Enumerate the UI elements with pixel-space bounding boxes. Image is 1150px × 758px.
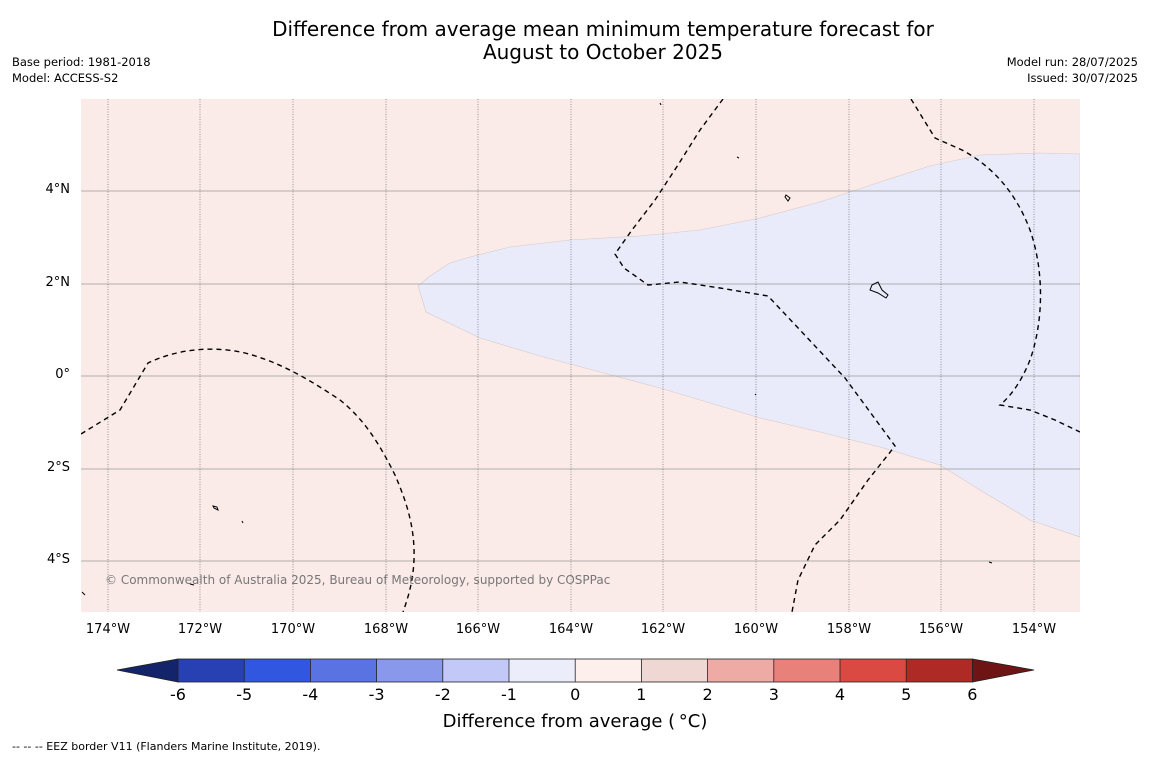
eez-legend-note: -- -- -- EEZ border V11 (Flanders Marine… bbox=[12, 740, 321, 753]
colorbar-segment bbox=[641, 659, 708, 682]
lat-label-2s: 2°S bbox=[46, 460, 70, 475]
island-8 bbox=[736, 156, 740, 159]
eez-borders bbox=[81, 99, 1080, 612]
colorbar-tick: 5 bbox=[901, 685, 912, 704]
lon-label-158w: 158°W bbox=[826, 622, 872, 637]
colorbar bbox=[116, 658, 1035, 683]
island-7 bbox=[659, 102, 662, 106]
lon-label-164w: 164°W bbox=[548, 622, 594, 637]
lat-label-4s: 4°S bbox=[46, 552, 70, 567]
lon-label-172w: 172°W bbox=[177, 622, 223, 637]
colorbar-segment bbox=[310, 659, 377, 682]
map-title-line1: Difference from average mean minimum tem… bbox=[272, 17, 934, 41]
meta-left: Base period: 1981-2018 Model: ACCESS-S2 bbox=[12, 54, 151, 86]
model-run: Model run: 28/07/2025 bbox=[1006, 55, 1138, 69]
colorbar-label: Difference from average ( °C) bbox=[442, 711, 708, 732]
meta-right: Model run: 28/07/2025 Issued: 30/07/2025 bbox=[1007, 54, 1138, 86]
island-2 bbox=[869, 281, 889, 299]
colorbar-segment bbox=[178, 659, 245, 682]
lon-label-166w: 166°W bbox=[455, 622, 501, 637]
colorbar-tick: 3 bbox=[768, 685, 779, 704]
colorbar-segment bbox=[244, 659, 311, 682]
colorbar-tick: -6 bbox=[170, 685, 186, 704]
issued-date: Issued: 30/07/2025 bbox=[1027, 71, 1138, 85]
colorbar-tick: -3 bbox=[368, 685, 385, 704]
lon-label-154w: 154°W bbox=[1011, 622, 1057, 637]
lon-label-168w: 168°W bbox=[363, 622, 409, 637]
island-3 bbox=[212, 505, 219, 511]
cool-anomaly-region bbox=[417, 152, 1080, 538]
copyright-notice: © Commonwealth of Australia 2025, Bureau… bbox=[105, 573, 610, 587]
eez-border-west bbox=[81, 348, 415, 612]
colorbar-tick: -4 bbox=[302, 685, 319, 704]
colorbar-segment bbox=[376, 659, 443, 682]
island-9 bbox=[754, 393, 757, 396]
colorbar-segment bbox=[707, 659, 774, 682]
colorbar-segment bbox=[575, 659, 642, 682]
colorbar-lower-extension bbox=[116, 658, 179, 683]
lon-label-156w: 156°W bbox=[918, 622, 964, 637]
map-panel bbox=[81, 99, 1080, 612]
colorbar-tick: 1 bbox=[636, 685, 647, 704]
colorbar-tick: -1 bbox=[501, 685, 517, 704]
colorbar-tick: -5 bbox=[236, 685, 253, 704]
colorbar-tick: 2 bbox=[702, 685, 713, 704]
lon-label-162w: 162°W bbox=[640, 622, 686, 637]
colorbar-segment bbox=[509, 659, 576, 682]
lat-label-4n: 4°N bbox=[45, 182, 71, 197]
colorbar-tick: 4 bbox=[834, 685, 846, 704]
colorbar-upper-extension bbox=[972, 658, 1035, 683]
model-name: Model: ACCESS-S2 bbox=[12, 71, 119, 85]
lon-label-160w: 160°W bbox=[733, 622, 779, 637]
map-title: Difference from average mean minimum tem… bbox=[0, 18, 1150, 64]
lon-label-170w: 170°W bbox=[270, 622, 316, 637]
base-period: Base period: 1981-2018 bbox=[12, 55, 151, 69]
colorbar-segment bbox=[442, 659, 509, 682]
colorbar-segment bbox=[773, 659, 840, 682]
island-10 bbox=[81, 591, 86, 596]
longitude-gridlines bbox=[107, 99, 1035, 612]
colorbar-segment bbox=[906, 659, 973, 682]
eez-border-central bbox=[614, 99, 896, 612]
latitude-gridlines bbox=[81, 190, 1080, 562]
colorbar-tick: 6 bbox=[967, 685, 978, 704]
colorbar-tick: -2 bbox=[434, 685, 451, 704]
island-4 bbox=[189, 583, 195, 586]
island-6 bbox=[988, 561, 993, 564]
map-title-line2: August to October 2025 bbox=[482, 40, 724, 64]
colorbar-tick: 0 bbox=[570, 685, 581, 704]
lat-label-0: 0° bbox=[55, 367, 70, 382]
island-5 bbox=[241, 520, 244, 524]
eez-border-east bbox=[910, 99, 1080, 433]
colorbar-segment bbox=[840, 659, 907, 682]
islands bbox=[81, 102, 993, 596]
lat-label-2n: 2°N bbox=[45, 275, 71, 290]
lon-label-174w: 174°W bbox=[85, 622, 131, 637]
island-1 bbox=[784, 194, 791, 202]
